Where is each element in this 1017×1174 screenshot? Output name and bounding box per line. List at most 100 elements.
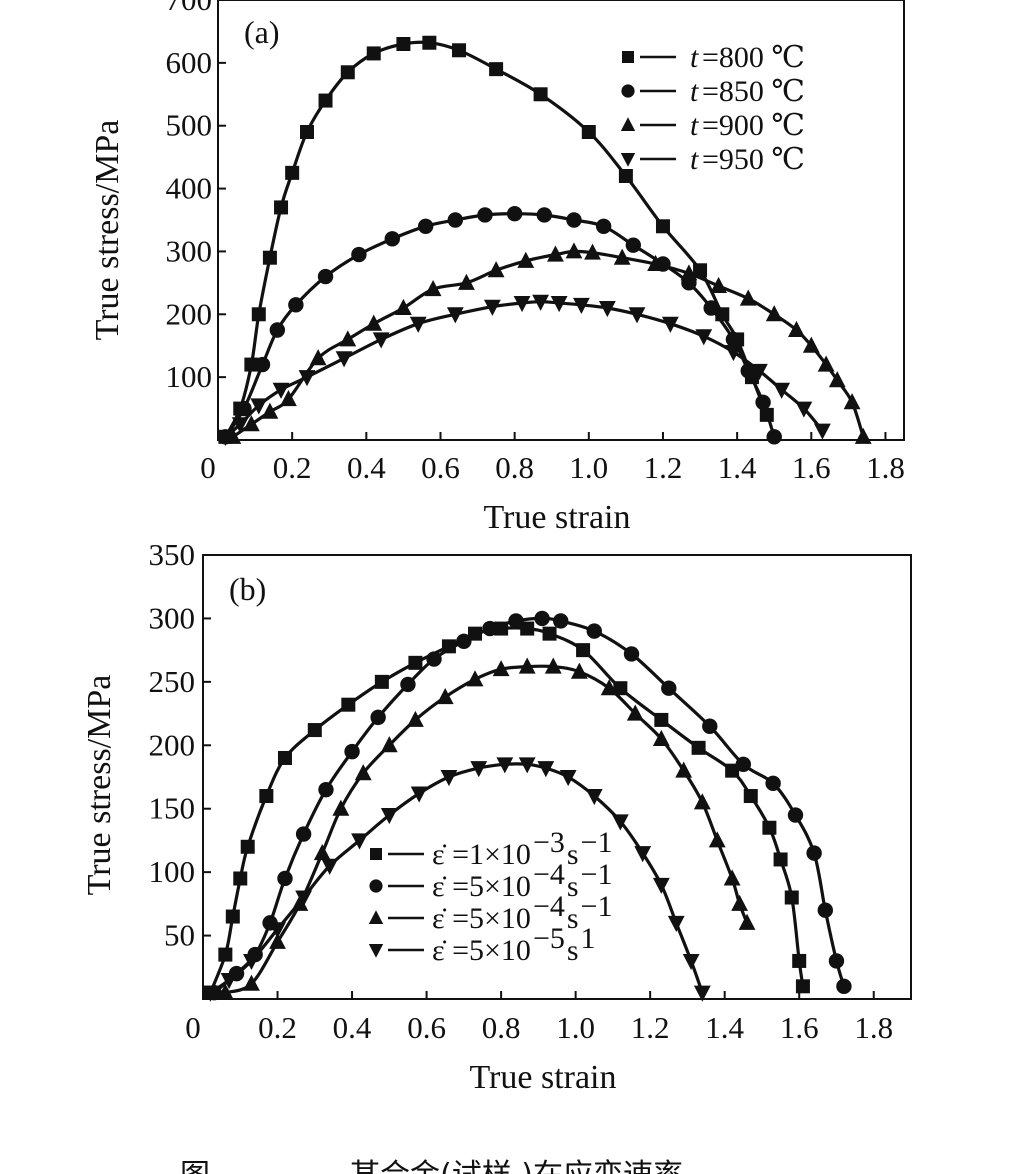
data-point [225, 909, 240, 924]
x-tick-label: 1.0 [569, 450, 608, 485]
data-point [366, 46, 381, 61]
data-point [470, 761, 488, 778]
data-point [817, 355, 835, 372]
data-point [396, 37, 411, 51]
data-point [559, 770, 577, 787]
data-point [618, 169, 633, 183]
y-axis-title: True stress/MPa [81, 675, 118, 896]
data-point [365, 314, 383, 331]
legend-item: ε̇ =5×10 −5 s 1 [368, 922, 596, 967]
plot-frame [202, 554, 912, 1000]
data-point [242, 415, 260, 432]
legend-marker [368, 910, 384, 924]
x-tick-label: 1.4 [705, 1010, 744, 1045]
data-point [585, 789, 603, 806]
data-point [354, 764, 372, 781]
data-point [735, 756, 752, 773]
data-point [792, 953, 807, 968]
series [216, 657, 756, 1000]
legend-item: t =950 ℃ [620, 143, 805, 176]
data-point [534, 610, 550, 627]
data-point [344, 743, 360, 760]
data-point [750, 363, 768, 380]
data-point [765, 775, 781, 792]
x-tick-label: 0.6 [407, 1010, 446, 1045]
data-point [458, 273, 475, 290]
data-point [652, 729, 670, 746]
data-point [576, 643, 591, 658]
data-point [854, 427, 872, 444]
data-point [340, 65, 355, 80]
data-point [828, 371, 846, 388]
series-layer [217, 35, 872, 446]
series [224, 242, 872, 444]
legend: t =800 ℃t =850 ℃t =900 ℃t =950 ℃ [620, 41, 805, 176]
data-point [586, 623, 602, 639]
data-point [251, 307, 266, 322]
data-point [269, 932, 286, 949]
legend-unit-exponent: −1 [581, 858, 613, 891]
data-point [216, 983, 234, 1000]
data-point [542, 626, 557, 641]
x-tick-label: 1.6 [792, 450, 831, 485]
data-point [634, 846, 652, 863]
series [202, 757, 711, 1002]
legend-exponent: −5 [533, 922, 565, 955]
data-point [647, 254, 664, 271]
x-tick-label: 1.0 [556, 1010, 595, 1045]
legend-unit-exponent: 1 [581, 922, 596, 955]
legend-item: ε̇ =5×10 −4 s −1 [369, 858, 612, 903]
data-point [496, 757, 514, 774]
data-point [725, 763, 740, 778]
data-point [693, 985, 711, 1002]
data-point [598, 301, 616, 318]
data-point [244, 357, 259, 372]
y-tick-label: 50 [164, 918, 195, 953]
x-tick-label: 1.2 [631, 1010, 670, 1045]
data-point [784, 890, 799, 905]
legend-marker [620, 117, 636, 131]
data-point [520, 621, 535, 636]
data-point [335, 351, 353, 368]
x-tick-label: 1.6 [780, 1010, 819, 1045]
data-point [795, 401, 813, 418]
data-point [773, 852, 788, 867]
y-tick-label: 350 [149, 537, 196, 572]
data-point [738, 913, 756, 930]
legend-marker [622, 51, 634, 63]
data-point [409, 316, 427, 333]
data-point [254, 356, 271, 373]
data-point [532, 294, 550, 311]
data-point [661, 316, 679, 333]
x-tick-label: 1.4 [718, 450, 757, 485]
chart-panel-a: (a) 0 0.2 0.4 0.6 0.8 1.0 1.2 1.4 1.6 1.8 100 200 30… [89, 0, 905, 536]
y-tick-label: 200 [166, 296, 213, 331]
legend: ε̇ =1×10 −3 s −1ε̇ =5×10 −4 s −1ε̇ =5×10 −4 s −1ε… [368, 826, 612, 967]
data-point [487, 261, 505, 278]
data-point [295, 890, 313, 907]
data-point [309, 349, 327, 366]
data-point [611, 814, 629, 831]
data-point [452, 43, 467, 58]
data-point [667, 915, 685, 932]
x-axis-title: True strain [483, 499, 630, 536]
data-point [436, 687, 454, 705]
y-tick-label: 150 [149, 791, 196, 826]
panel-label: (a) [244, 14, 280, 50]
data-point [285, 165, 300, 180]
data-point [693, 263, 708, 278]
legend-exponent: −3 [533, 826, 565, 859]
data-point [553, 613, 569, 629]
data-point [691, 740, 706, 755]
data-point [236, 400, 252, 417]
data-point [581, 125, 596, 139]
data-point [447, 212, 464, 228]
x-tick-label: 0.8 [495, 450, 534, 485]
data-point [508, 613, 524, 629]
data-point [277, 750, 292, 765]
data-point [787, 807, 804, 823]
axes: 0 0.2 0.4 0.6 0.8 1.0 1.2 1.4 1.6 1.8 50 100 150 200 2… [149, 537, 894, 1045]
legend-marker [368, 944, 384, 958]
data-point [626, 704, 644, 721]
data-point [725, 331, 742, 348]
